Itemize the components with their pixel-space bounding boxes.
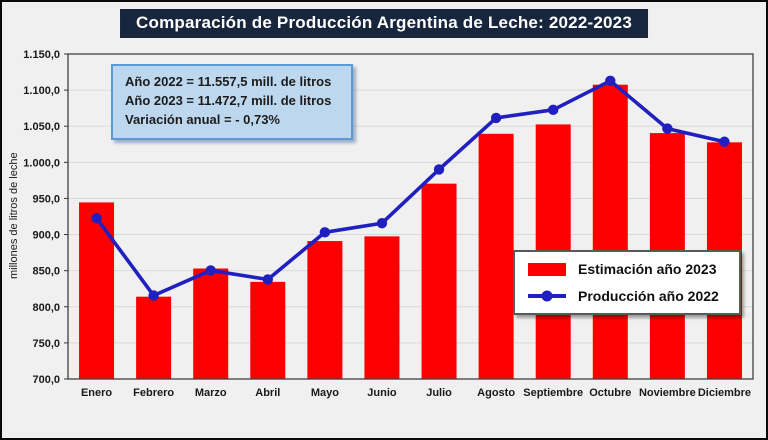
legend-label-2022: Producción año 2022: [578, 288, 719, 304]
point-enero: [91, 213, 102, 224]
point-diciembre: [719, 136, 730, 147]
point-marzo: [205, 265, 216, 276]
x-label-junio: Junio: [367, 387, 397, 399]
y-tick-label: 700,0: [32, 374, 60, 386]
point-octubre: [605, 75, 616, 86]
legend-label-2023: Estimación año 2023: [578, 261, 717, 277]
y-tick-label: 1.100,0: [23, 85, 60, 97]
y-tick-label: 1.050,0: [23, 121, 60, 133]
y-tick-label: 750,0: [32, 338, 60, 350]
bar-abril: [250, 281, 286, 379]
bar-marzo: [193, 268, 229, 379]
legend-red-bar-swatch: [528, 262, 566, 276]
bar-junio: [364, 236, 400, 379]
point-junio: [376, 218, 388, 229]
bar-julio: [421, 183, 457, 379]
annotation-line-2022-total: Año 2022 = 11.557,5 mill. de litros: [125, 74, 332, 89]
production-2022-line: [94, 78, 727, 298]
x-label-octubre: Octubre: [589, 387, 631, 399]
x-label-enero: Enero: [81, 387, 112, 399]
y-axis-title: millones de litros de leche: [8, 152, 20, 279]
x-label-noviembre: Noviembre: [639, 387, 696, 399]
x-label-julio: Julio: [426, 387, 452, 399]
point-septiembre: [548, 104, 559, 116]
y-tick-label: 900,0: [32, 230, 60, 242]
point-mayo: [319, 227, 331, 238]
annotation-line-2023-total: Año 2023 = 11.472,7 mill. de litros: [125, 92, 332, 108]
bar-agosto: [478, 133, 514, 379]
x-label-mayo: Mayo: [311, 387, 339, 399]
point-julio: [433, 164, 445, 175]
point-noviembre: [662, 123, 673, 134]
y-tick-label: 1.150,0: [23, 49, 60, 61]
x-label-diciembre: Diciembre: [698, 387, 751, 399]
y-tick-label: 850,0: [32, 266, 60, 278]
bar-enero: [79, 202, 115, 379]
y-tick-label: 1.000,0: [23, 157, 60, 169]
chart-title: Comparación de Producción Argentina de L…: [120, 9, 648, 38]
point-agosto: [490, 112, 502, 124]
legend-marker-dot-icon: [541, 290, 553, 302]
y-tick-label: 950,0: [32, 193, 60, 205]
bar-octubre: [592, 84, 628, 379]
point-febrero: [148, 290, 159, 301]
legend-item-produccion-2022: Producción año 2022: [528, 288, 726, 304]
x-label-agosto: Agosto: [477, 387, 515, 399]
plot-border: [67, 53, 754, 380]
legend: Estimación año 2023 Producción año 2022: [513, 250, 741, 315]
bar-mayo: [307, 241, 343, 379]
bar-febrero: [136, 296, 172, 379]
annotation-line-variation: Variación anual = - 0,73%: [125, 111, 280, 127]
x-label-abril: Abril: [255, 387, 280, 399]
summary-annotation: Año 2022 = 11.557,5 mill. de litros Año …: [111, 64, 353, 140]
legend-blue-line-swatch: [528, 290, 566, 302]
point-abril: [262, 274, 273, 285]
y-tick-label: 800,0: [32, 302, 60, 314]
legend-item-estimacion-2023: Estimación año 2023: [528, 261, 726, 277]
x-label-febrero: Febrero: [133, 387, 174, 399]
x-label-marzo: Marzo: [195, 387, 227, 399]
x-label-septiembre: Septiembre: [523, 387, 583, 399]
